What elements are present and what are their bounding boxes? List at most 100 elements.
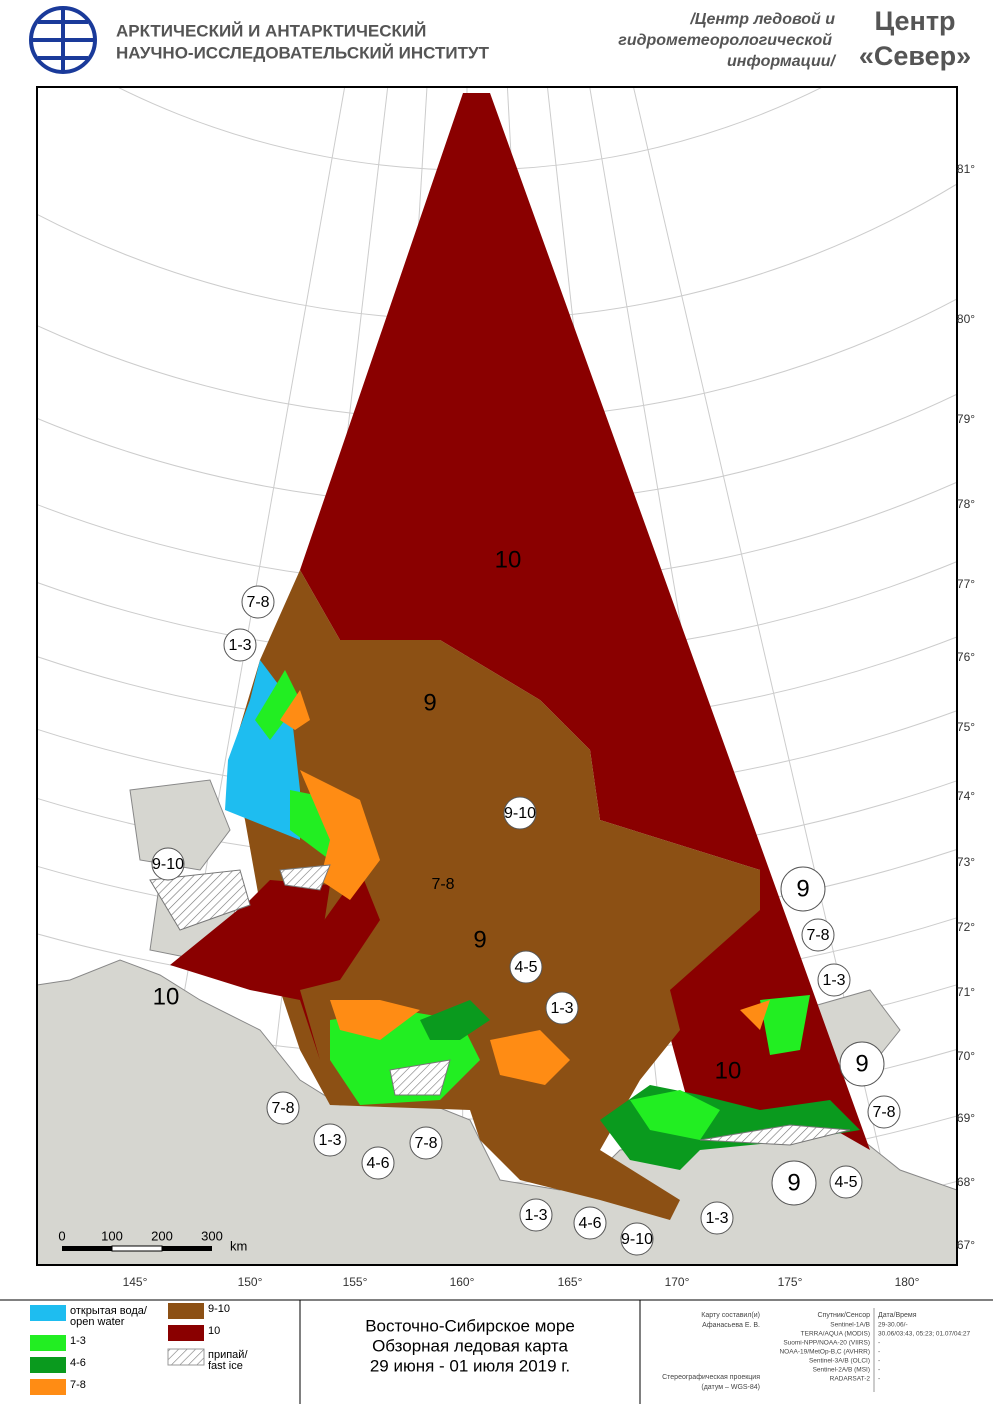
projection: (датум – WGS-84) (701, 1384, 760, 1391)
ice-7-8 (280, 690, 310, 730)
table-cell: 29-30.06/- (878, 1322, 908, 1329)
zone-label: 10 (153, 983, 180, 1010)
scale-unit: km (230, 1238, 247, 1253)
table-cell: - (878, 1349, 880, 1356)
zone-marker (503, 796, 537, 830)
zone-marker (266, 1091, 300, 1125)
ice-1-3 (255, 670, 300, 740)
map: 10 9 9-10 7-8 1-3 9-10 7-8 9 4-5 1-3 10 9 7-8 1-3 9 10 7… (37, 87, 957, 1265)
legend-swatch (168, 1303, 204, 1319)
ice-10 (300, 870, 380, 990)
table-header: Спутник/Сенсор (817, 1312, 870, 1319)
zone-marker (867, 1095, 901, 1129)
zone-label: 7-8 (246, 594, 269, 611)
latitude-label: 72° (957, 920, 975, 934)
zone-marker (313, 1123, 347, 1157)
logo (29, 6, 97, 74)
legend-label: 4-6 (70, 1357, 86, 1369)
credit-label: Карту составил(и) (701, 1312, 760, 1319)
table-cell: - (878, 1340, 880, 1347)
latitude-label: 71° (957, 985, 975, 999)
zone-label: 9 (423, 689, 436, 716)
center-name: Центр (874, 6, 955, 36)
zone-label: 7-8 (414, 1135, 437, 1152)
latitude-label: 67° (957, 1238, 975, 1252)
zone-marker (573, 1206, 607, 1240)
land (37, 959, 957, 1265)
zone-label: 1-3 (318, 1132, 341, 1149)
center-name: «Север» (859, 41, 971, 71)
legend-swatch (168, 1325, 204, 1341)
table-cell: Sentinel-1A/B (830, 1322, 870, 1329)
longitude-label: 160° (450, 1275, 475, 1289)
zone-label: 10 (715, 1057, 742, 1084)
zone-label: 7-8 (806, 927, 829, 944)
legend-swatch (30, 1335, 66, 1351)
legend-label: open water (70, 1316, 125, 1328)
latitude-label: 81° (957, 162, 975, 176)
fast-ice (699, 1124, 851, 1146)
zone-marker (509, 950, 543, 984)
zone-label: 1-3 (550, 1000, 573, 1017)
latitude-label: 76° (957, 650, 975, 664)
zone-label: 9 (796, 875, 809, 902)
latitude-label: 80° (957, 312, 975, 326)
ice-10 (170, 880, 330, 1060)
longitude-label: 170° (665, 1275, 690, 1289)
longitude-label: 155° (343, 1275, 368, 1289)
legend-label: открытая вода/ (70, 1305, 148, 1317)
zone-marker (223, 628, 257, 662)
zone-label: 9-10 (621, 1231, 653, 1248)
zone-label: 1-3 (705, 1210, 728, 1227)
center-info: гидрометеорологической (618, 32, 832, 49)
legend-label: 10 (208, 1325, 220, 1337)
table-cell: 30.06/03:43, 05:23; 01.07/04:27 (878, 1331, 971, 1338)
zone-marker (839, 1041, 885, 1087)
scale-bar: 0 100 200 300 km (58, 1228, 247, 1253)
zone-label: 9 (473, 926, 486, 953)
scale-tick: 300 (201, 1228, 223, 1243)
ice-7-8 (330, 1000, 420, 1040)
scale-tick: 0 (58, 1228, 65, 1243)
map-frame (36, 86, 958, 1266)
ice-7-8 (300, 770, 380, 900)
scale-tick: 100 (101, 1228, 123, 1243)
table-cell: NOAA-19/MetOp-B,C (AVHRR) (779, 1349, 870, 1356)
zone-label: 4-6 (578, 1215, 601, 1232)
map-title: Обзорная ледовая карта (372, 1336, 568, 1355)
map-title: 29 июня - 01 июля 2019 г. (370, 1356, 570, 1375)
center-info: /Центр ледовой и (689, 11, 835, 28)
latitude-label: 73° (957, 855, 975, 869)
zone-marker (361, 1146, 395, 1180)
legend-label: 1-3 (70, 1335, 86, 1347)
ice-7-8 (490, 1030, 570, 1085)
longitude-label: 150° (238, 1275, 263, 1289)
ice-1-3 (760, 995, 810, 1055)
zone-marker (545, 991, 579, 1025)
legend-label: 9-10 (208, 1303, 230, 1315)
longitude-label: 165° (558, 1275, 583, 1289)
latitude-label: 78° (957, 497, 975, 511)
zone-marker (519, 1198, 553, 1232)
table-cell: Sentinel-3A/B (OLCI) (809, 1358, 870, 1365)
ice-10 (300, 93, 870, 1150)
latitude-label: 74° (957, 789, 975, 803)
zone-label: 9-10 (504, 805, 536, 822)
legend-label: припай/ (208, 1349, 248, 1361)
ice-4-6 (420, 1000, 490, 1040)
institute-line: АРКТИЧЕСКИЙ И АНТАРКТИЧЕСКИЙ (116, 21, 426, 40)
zone-label: 4-5 (514, 959, 537, 976)
longitude-label: 180° (895, 1275, 920, 1289)
zone-marker (151, 847, 185, 881)
zone-label: 1-3 (228, 637, 251, 654)
table-header: Дата/Время (878, 1312, 917, 1319)
center-info: информации/ (727, 53, 837, 70)
latitude-label: 79° (957, 412, 975, 426)
map-title: Восточно-Сибирское море (365, 1316, 575, 1335)
latitude-label: 68° (957, 1175, 975, 1189)
zone-marker (771, 1160, 817, 1206)
legend-swatch (30, 1305, 66, 1321)
zone-label: 9 (787, 1169, 800, 1196)
table-cell: Suomi-NPP/NOAA-20 (VIIRS) (783, 1340, 870, 1347)
